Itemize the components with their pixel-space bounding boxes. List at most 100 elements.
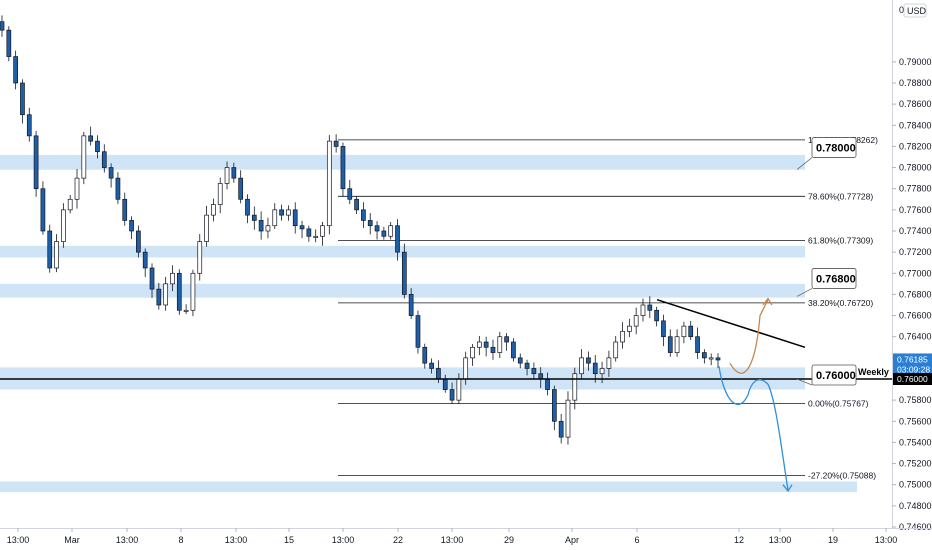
candle [654, 306, 659, 327]
candle [217, 177, 223, 214]
candlestick-series [0, 15, 721, 445]
candle [149, 263, 155, 298]
candle [695, 327, 700, 360]
candle [388, 222, 394, 240]
price-axis[interactable]: 0.79000 0.78800 0.78600 0.78400 0.78200 0.780… [892, 0, 932, 532]
weekly-price: 0.76000 [897, 374, 928, 384]
fib-label: 0.00%(0.75767) [808, 399, 869, 409]
time-tick: 13:00 [7, 535, 30, 545]
price-tick: 0.77400 [899, 226, 932, 236]
time-tick: 13:00 [441, 535, 464, 545]
price-tick: 0.74600 [899, 522, 932, 532]
time-tick: 13:00 [225, 535, 248, 545]
candle [408, 288, 414, 320]
time-tick: 12 [734, 535, 744, 545]
candle [633, 307, 639, 335]
price-tick: 0.78400 [899, 120, 932, 130]
candle [613, 336, 619, 362]
candle [0, 15, 5, 37]
candle [20, 79, 25, 124]
zone-band [0, 481, 857, 493]
current-price-tag: 0.76185 03:09:28 [893, 353, 932, 376]
price-tick: 0.77600 [899, 205, 932, 215]
time-axis[interactable]: 13:00 Mar 13:00 8 13:00 15 13:00 22 13:00 29 Apr 6 1… [0, 528, 932, 545]
candle [6, 26, 12, 62]
time-tick: Apr [565, 535, 579, 545]
candle [354, 195, 359, 215]
candle [504, 333, 509, 351]
candle [272, 203, 278, 230]
price-tick: 0.75200 [899, 459, 932, 469]
candle [115, 172, 121, 204]
price-tick: 0.79000 [899, 57, 932, 67]
callout-text: 0.78000 [816, 143, 856, 155]
candle [292, 202, 298, 234]
fib-label: -27.20%(0.75088) [808, 470, 876, 480]
candle [61, 203, 66, 248]
candle [688, 320, 694, 341]
candle [320, 221, 325, 246]
candle [381, 226, 387, 240]
candle [401, 243, 407, 299]
candle [224, 161, 230, 190]
candle [170, 265, 175, 292]
candle [231, 162, 237, 183]
candle [13, 50, 18, 90]
candle [620, 322, 625, 349]
price-tick: 0.77200 [899, 247, 932, 257]
zone-band [0, 154, 805, 170]
candle [251, 206, 257, 230]
price-tick: 0.74800 [899, 501, 932, 511]
time-tick: 13:00 [875, 535, 898, 545]
candle [279, 204, 284, 221]
candle [176, 269, 182, 315]
support-resistance-zones [0, 154, 857, 493]
candle [197, 234, 203, 281]
candle [326, 135, 332, 235]
weekly-level-label: Weekly [858, 367, 889, 377]
candle [238, 170, 244, 204]
candle [67, 194, 73, 214]
currency-label: USD [907, 6, 927, 16]
candle [26, 107, 32, 142]
candle [483, 336, 489, 357]
candle [715, 353, 721, 368]
candle [681, 321, 687, 344]
time-tick: Mar [64, 535, 80, 545]
candle [640, 298, 646, 322]
candle [708, 353, 714, 366]
candle [129, 216, 134, 240]
candle [497, 331, 503, 359]
candle [286, 205, 291, 221]
price-tick: 0.77800 [899, 184, 932, 194]
fibonacci-levels: 100.00%(0.78262)78.60%(0.77728)61.80%(0.… [338, 135, 878, 480]
current-price: 0.76185 [897, 354, 928, 364]
candle [108, 163, 114, 188]
price-tick: 0.78000 [899, 163, 932, 173]
candle [531, 362, 537, 380]
bearish-arrowhead [782, 484, 793, 493]
time-tick: 13:00 [769, 535, 792, 545]
bullish-projection [729, 299, 769, 374]
candle [415, 310, 421, 354]
candle [517, 353, 523, 369]
candle [524, 359, 530, 376]
descending-trendline[interactable] [656, 299, 806, 348]
candle [674, 329, 680, 357]
candle [667, 329, 673, 357]
trendline[interactable] [656, 299, 806, 348]
candle [361, 202, 366, 229]
level-callout: 0.76800 [796, 268, 857, 297]
currency-badge[interactable]: 0. USD [899, 3, 927, 18]
candle [627, 318, 632, 338]
candle [74, 169, 80, 209]
time-tick: 29 [504, 535, 514, 545]
price-tick: 0.75400 [899, 437, 932, 447]
price-tick: 0.78800 [899, 78, 932, 88]
level-callout: 0.78000 [796, 137, 857, 170]
candle [81, 131, 87, 185]
candle [156, 282, 162, 310]
candle [592, 354, 598, 383]
time-tick-labels: 13:00 Mar 13:00 8 13:00 15 13:00 22 13:00 29 Apr 6 1… [7, 528, 898, 545]
